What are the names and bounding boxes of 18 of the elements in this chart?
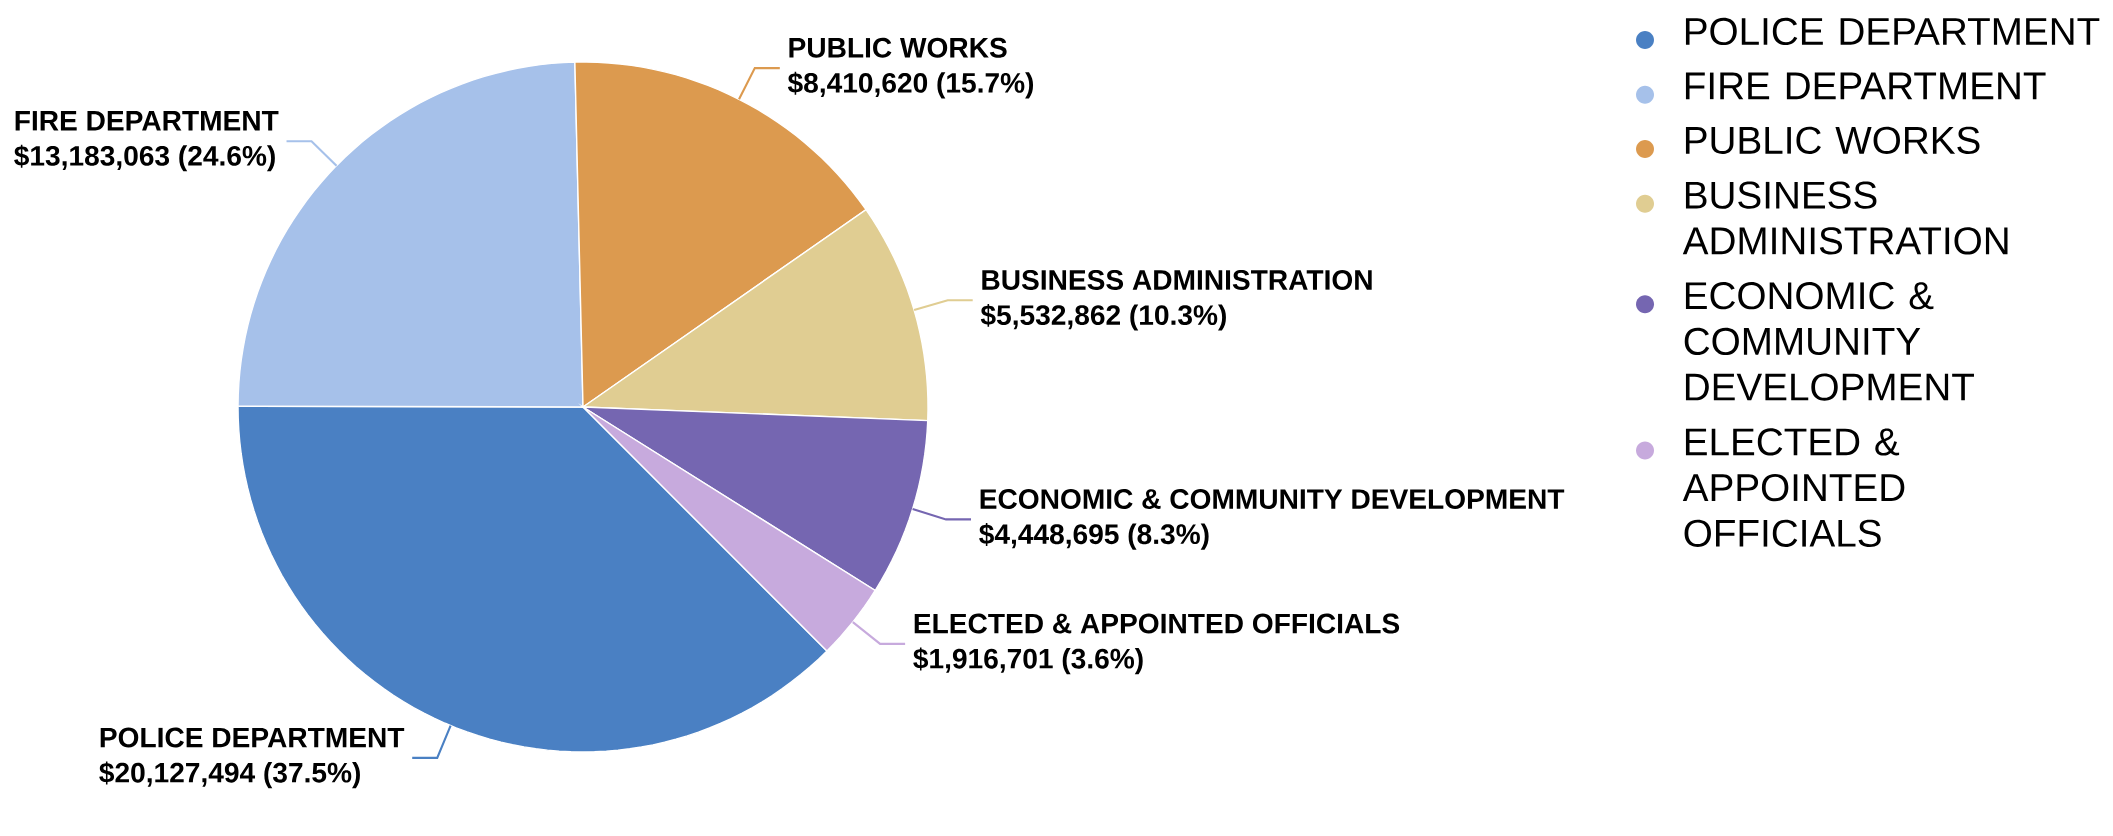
slice-label: ECONOMIC & COMMUNITY DEVELOPMENT <box>980 489 1565 510</box>
legend-label: ECONOMIC & COMMUNITY DEVELOPMENT <box>1684 282 1974 401</box>
legend-label: PUBLIC WORKS <box>1685 126 1980 155</box>
slice-label: ELECTED & APPOINTED OFFICIALS <box>914 613 1400 634</box>
slice-label: PUBLIC WORKS <box>789 37 1007 58</box>
data-label: $20,127,494 (37.5%) <box>99 761 360 789</box>
data-label: $8,410,620 (15.7%) <box>787 71 1034 99</box>
slice-label: POLICE DEPARTMENT <box>100 727 405 748</box>
slice-label: FIRE DEPARTMENT <box>15 111 279 131</box>
data-label: $13,183,063 (24.6%) <box>14 144 275 172</box>
data-label: $1,916,701 (3.6%) <box>913 647 1143 675</box>
legend-label: POLICE DEPARTMENT <box>1685 17 2100 46</box>
data-label: $4,448,695 (8.3%) <box>979 522 1209 550</box>
legend-label: FIRE DEPARTMENT <box>1685 72 2046 100</box>
legend-label: ELECTED & APPOINTED OFFICIALS <box>1682 428 1905 547</box>
slice-label: BUSINESS ADMINISTRATION <box>982 270 1372 290</box>
data-label: $5,532,862 (10.3%) <box>980 303 1226 331</box>
legend-label: BUSINESS ADMINISTRATION <box>1682 181 2008 255</box>
